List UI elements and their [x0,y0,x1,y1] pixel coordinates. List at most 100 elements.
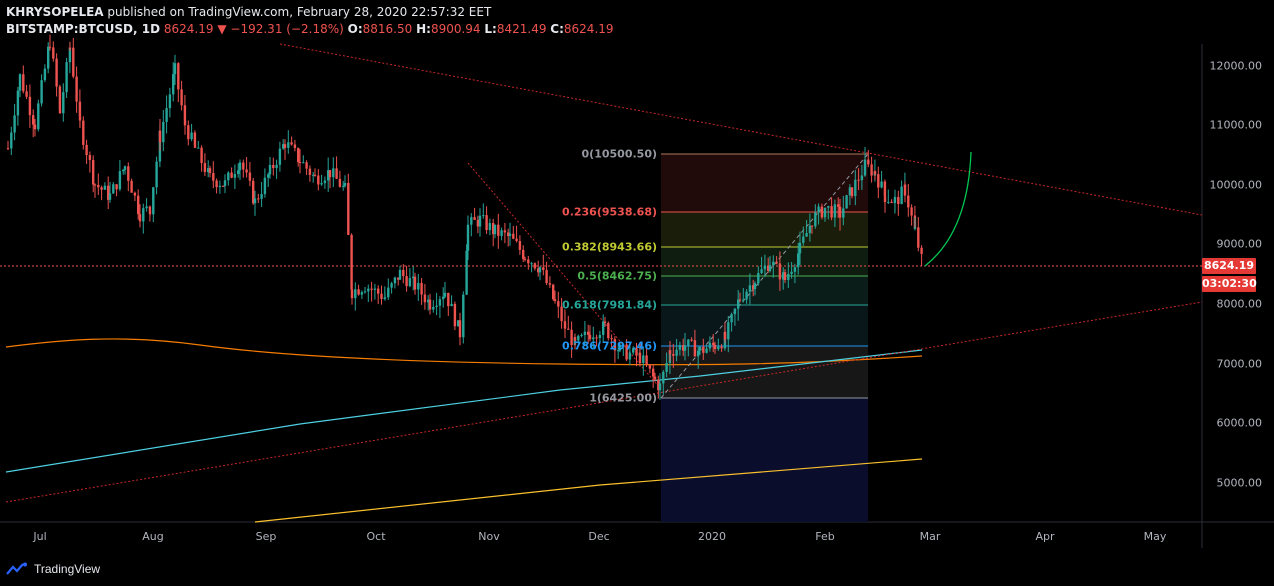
candle [683,333,687,361]
candle [830,197,833,221]
candle [753,281,757,296]
bar-countdown-badge: 03:02:30 [1202,276,1257,292]
candle [47,42,50,74]
candle [738,292,742,303]
candle [75,66,78,113]
candle [635,342,638,367]
candle [145,198,148,212]
candle [823,207,827,222]
candle [863,147,867,177]
fib-label-05: 0.5(8462.75) [577,269,657,283]
candle [52,41,55,62]
candle [383,291,387,301]
candle [592,326,595,349]
candle [123,165,127,175]
candle [793,263,797,284]
time-axis-label: Nov [478,530,500,543]
candle [763,254,767,278]
candle [587,324,590,344]
author-name[interactable]: KHRYSOPELEA [6,5,104,19]
candle [913,217,917,231]
symbol-legend: BITSTAMP:BTCUSD, 1D 8624.19 ▼ −192.31 (−… [6,22,614,36]
candle [278,141,282,172]
candle [653,372,657,382]
candle [438,296,442,319]
time-axis-label: Sep [255,530,277,543]
candle [833,199,837,227]
candle [298,149,302,174]
candle [760,256,763,275]
time-axis-label: Oct [366,530,386,543]
resistance-trendline[interactable] [279,43,1203,216]
candle [897,190,900,216]
symbol-name[interactable]: BITSTAMP:BTCUSD, 1D [6,22,161,36]
candle [18,73,22,98]
candle [533,262,537,271]
candle [638,343,642,367]
candle [682,338,685,357]
candle [672,343,675,368]
candle [158,118,162,151]
candle [218,180,222,194]
candle [293,139,297,152]
candle [13,103,16,141]
moving-average-yellow [254,458,923,523]
candle [275,159,278,179]
candle [112,182,115,194]
candle [545,261,548,286]
candle [523,256,527,262]
candle [450,295,453,307]
time-axis-label: May [1143,530,1167,543]
time-axis-label: Dec [588,530,610,543]
price-axis-label: 8000.00 [1216,297,1263,311]
candle [717,338,720,351]
candle [268,156,272,179]
tradingview-logo-icon [6,562,27,575]
price-axis-label: 9000.00 [1216,237,1263,251]
candle [790,261,793,279]
candle [32,109,35,138]
candle [708,336,712,352]
price-axis-label: 12000.00 [1209,59,1263,73]
candle [402,264,405,284]
candle [190,123,193,142]
candle [93,183,97,198]
candle [820,203,824,220]
price-axis[interactable]: 12000.00 11000.00 10000.00 9000.00 8000.… [1202,44,1274,522]
candle [552,283,555,301]
candle [427,295,430,311]
projection-arc[interactable] [924,151,972,267]
candle [917,217,920,252]
candle [873,170,877,180]
price-axis-label: 6000.00 [1216,416,1263,430]
fib-label-1: 1(6425.00) [589,391,657,405]
candle [393,276,397,289]
candle [142,203,145,234]
candle [537,260,540,277]
candle [122,169,125,175]
candle [808,213,812,242]
candle [332,157,335,188]
candle [412,266,415,291]
candle [658,373,662,400]
candle [503,222,507,244]
candle [173,54,177,86]
candle [485,206,488,234]
time-axis[interactable]: Jul Aug Sep Oct Nov Dec 2020 Feb Mar Apr… [0,524,1202,548]
candle [603,316,607,327]
fib-zone-1 [661,212,868,247]
candle [138,204,142,228]
downtrend-line[interactable] [467,162,661,389]
candle [476,215,480,234]
candle [617,344,620,360]
candle [313,168,317,177]
fib-retracement[interactable] [661,153,868,522]
fib-label-0618: 0.618(7981.84) [562,298,657,312]
candle [65,57,68,98]
candle [447,292,450,316]
footer-brand[interactable]: TradingView [6,559,100,579]
candle [272,157,275,176]
time-axis-label: Jul [33,530,47,543]
candle [507,228,510,247]
